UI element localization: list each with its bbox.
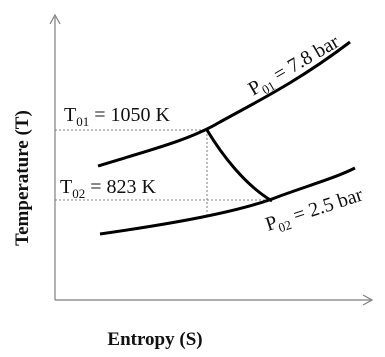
y-axis-arrow-icon bbox=[49, 13, 61, 25]
t01-label: T01 = 1050 K bbox=[64, 104, 170, 129]
isobar-p01-curve bbox=[97, 40, 351, 168]
isobar-p02-curve bbox=[99, 166, 356, 236]
x-axis-arrow-icon bbox=[362, 294, 374, 306]
expansion-process-curve bbox=[205, 129, 273, 203]
axes bbox=[49, 13, 374, 306]
y-axis-title: Temperature (T) bbox=[12, 110, 33, 246]
reference-lines bbox=[55, 129, 272, 217]
p02-label: P02 = 2.5 bar bbox=[263, 184, 367, 239]
p01-label: P01 = 7.8 bar bbox=[245, 31, 345, 103]
t02-label: T02 = 823 K bbox=[60, 176, 156, 201]
x-axis-title: Entropy (S) bbox=[107, 329, 202, 350]
